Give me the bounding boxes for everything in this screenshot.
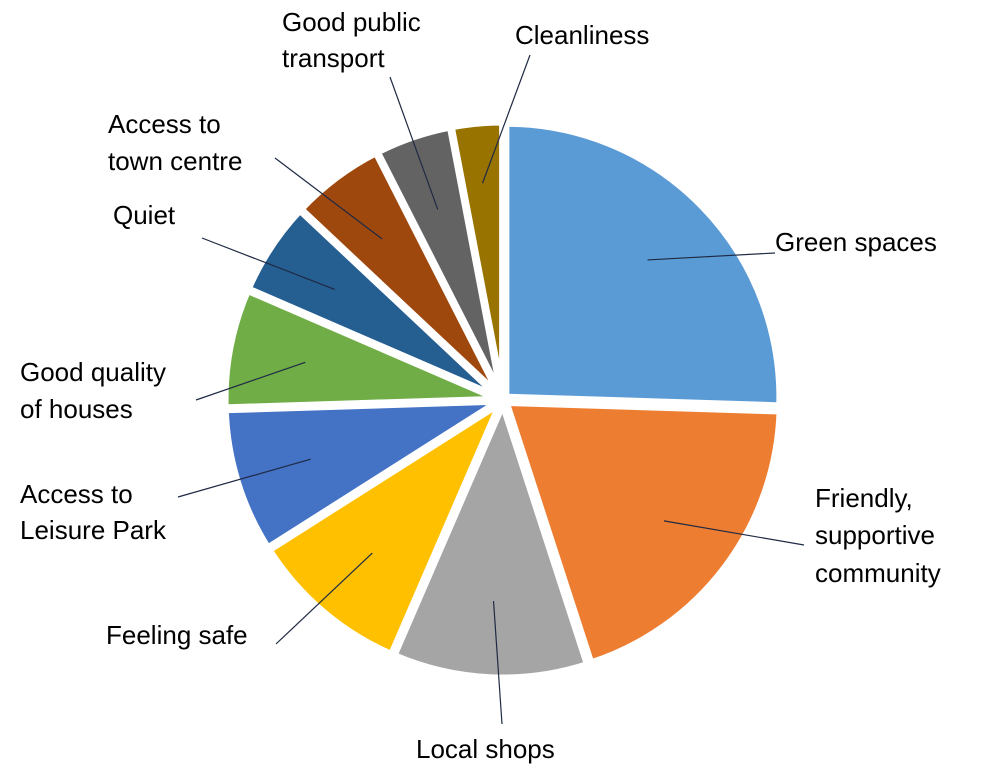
- slice-label-town-centre: Access to town centre: [108, 109, 242, 176]
- leader-line-access-to-leisure-park: [177, 458, 311, 498]
- slice-label-line-2: town centre: [108, 146, 242, 176]
- slice-label-green-spaces-line: Green spaces: [775, 227, 937, 257]
- slice-label-line-1: Access to: [20, 479, 133, 509]
- leader-line-quiet: [201, 237, 335, 291]
- leader-line-good-public-transport: [389, 76, 439, 210]
- leader-line-local-shops: [492, 601, 503, 725]
- slice-label-cleanliness: Cleanliness: [515, 20, 649, 50]
- slice-label-line-2: supportive: [815, 520, 935, 550]
- leader-line-friendly-supportive-community: [663, 520, 805, 546]
- pie-slice-friendly-supportive-community: [501, 398, 784, 668]
- slice-label-feeling-safe: Feeling safe: [106, 620, 248, 650]
- slice-label-public-transport: Good public transport: [282, 7, 428, 73]
- slice-label-line-1: Good quality: [20, 357, 166, 387]
- slice-label-friendly-community: Friendly, supportive community: [815, 483, 942, 588]
- leader-line-feeling-safe: [275, 552, 373, 645]
- slice-label-line-2: of houses: [20, 394, 133, 424]
- pie-slice-local-shops: [389, 394, 592, 682]
- slice-label-quiet-line: Quiet: [113, 200, 176, 230]
- slice-label-green-spaces: Green spaces: [775, 227, 937, 257]
- slice-label-local-shops: Local shops: [416, 734, 555, 764]
- pie-slices: [221, 118, 784, 682]
- slice-label-line-1: Friendly,: [815, 483, 913, 513]
- pie-slice-access-to-leisure-park: [221, 397, 512, 553]
- slice-label-leisure-park: Access to Leisure Park: [20, 479, 167, 545]
- slice-label-line-2: transport: [282, 43, 385, 73]
- slice-label-quiet: Quiet: [113, 200, 176, 230]
- slice-label-feeling-safe-line: Feeling safe: [106, 620, 248, 650]
- leader-line-access-to-town-centre: [274, 157, 383, 240]
- pie-slice-feeling-safe: [264, 393, 509, 660]
- slice-label-line-1: Access to: [108, 109, 221, 139]
- pie-slice-good-quality-of-houses: [221, 285, 501, 412]
- slice-label-local-shops-line: Local shops: [416, 734, 555, 764]
- slice-label-line-3: community: [815, 558, 941, 588]
- leader-line-good-quality-of-houses: [195, 361, 306, 401]
- slice-label-line-2: Leisure Park: [20, 515, 167, 545]
- slice-label-line-1: Good public: [282, 7, 421, 37]
- leader-line-green-spaces: [647, 252, 776, 261]
- leader-lines: [177, 54, 805, 725]
- pie-slice-cleanliness: [447, 118, 507, 397]
- pie-slice-green-spaces: [502, 119, 784, 410]
- slice-label-quality-houses: Good quality of houses: [20, 357, 173, 424]
- slice-label-cleanliness-line: Cleanliness: [515, 20, 649, 50]
- leader-line-cleanliness: [481, 54, 531, 184]
